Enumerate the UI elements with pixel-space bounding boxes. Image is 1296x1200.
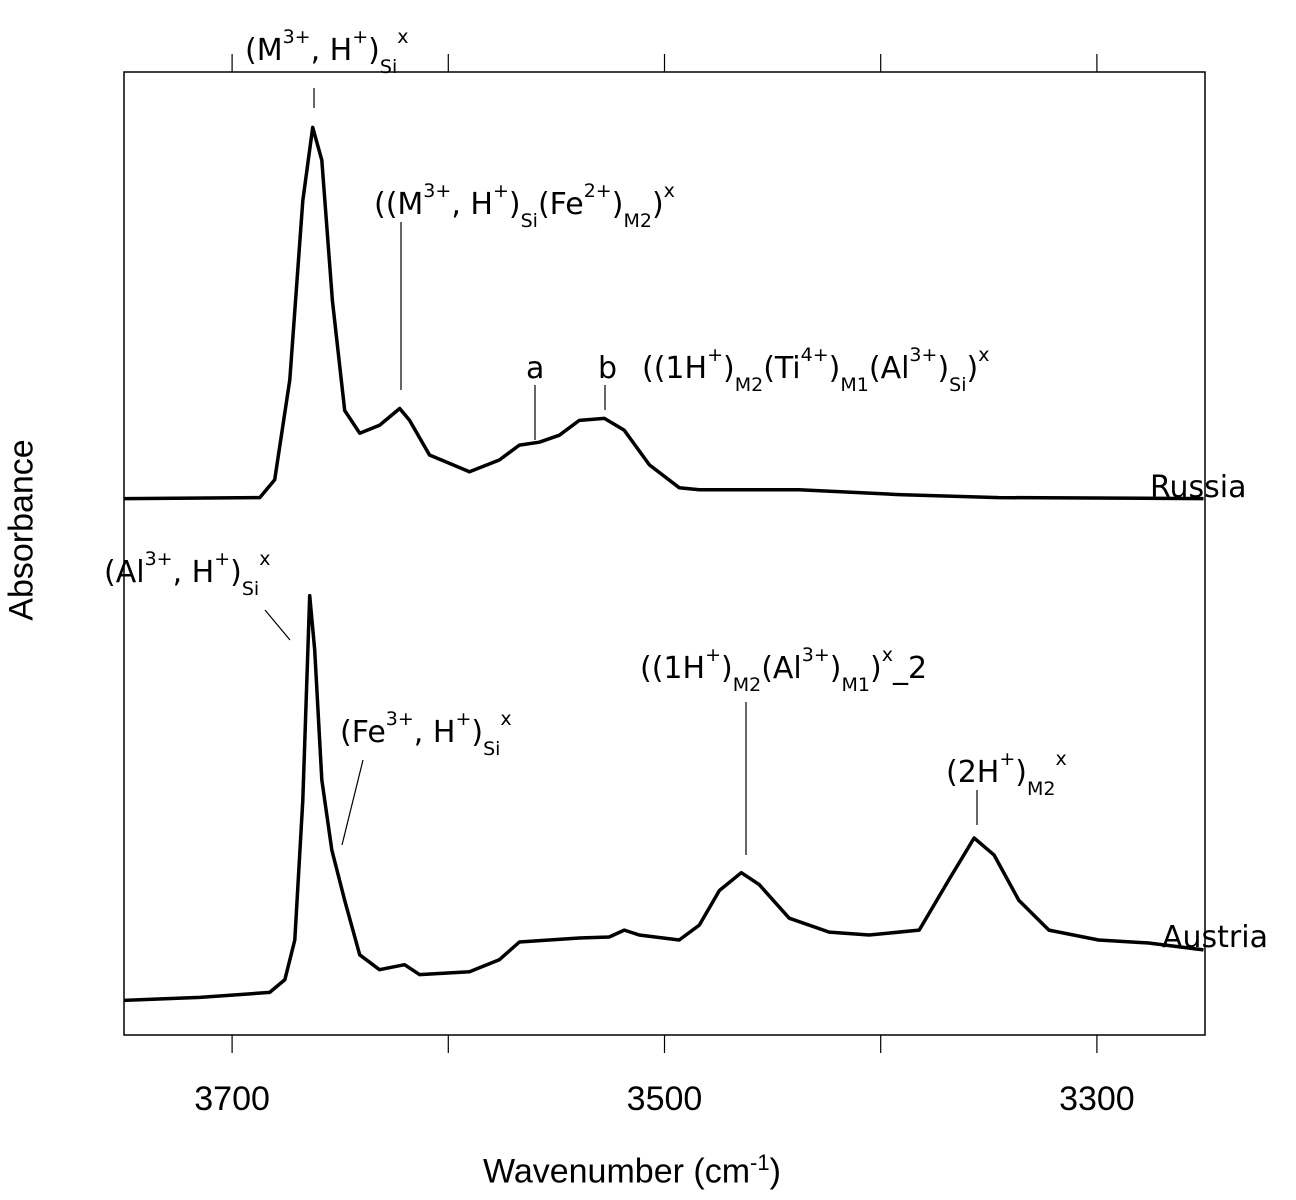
label-segment: + bbox=[707, 344, 723, 366]
label-segment: , H bbox=[413, 715, 456, 750]
label-segment: (Al bbox=[761, 651, 802, 686]
label-segment: 3+ bbox=[423, 180, 452, 202]
label-segment: (Fe bbox=[340, 715, 386, 750]
label-segment: ) bbox=[508, 187, 521, 222]
label-segment: Russia bbox=[1150, 470, 1247, 505]
label-segment: ) bbox=[230, 555, 242, 590]
label-segment: ((1H bbox=[640, 651, 706, 686]
label-segment: ) bbox=[1015, 755, 1027, 790]
label-segment: ) bbox=[829, 651, 842, 686]
peak-label-fe3-h-si: (Fe3+, H+)Si x bbox=[340, 710, 512, 759]
label-segment: b bbox=[598, 351, 618, 386]
annotation-leader-line bbox=[341, 759, 364, 846]
label-segment: 3+ bbox=[801, 644, 830, 666]
label-segment: + bbox=[214, 548, 231, 570]
label-segment: , H bbox=[310, 33, 353, 68]
label-segment: + bbox=[352, 26, 369, 48]
label-segment: M2 bbox=[1027, 778, 1056, 800]
label-segment: ) bbox=[368, 33, 380, 68]
label-segment: Austria bbox=[1162, 920, 1268, 955]
label-segment: M2 bbox=[734, 374, 764, 396]
label-segment: + bbox=[999, 748, 1016, 770]
label-segment: ) bbox=[966, 351, 979, 386]
label-segment: ) bbox=[937, 351, 950, 386]
label-segment: ) bbox=[611, 187, 624, 222]
label-segment: (Fe bbox=[537, 187, 584, 222]
peak-label-al3-h-si: (Al3+, H+)Si x bbox=[104, 550, 270, 599]
series-line-austria bbox=[123, 593, 1204, 1003]
x-axis-title: Wavenumber (cm-1) bbox=[483, 1150, 781, 1191]
series-line-russia bbox=[123, 125, 1204, 501]
label-segment: Si bbox=[483, 738, 501, 760]
peak-label-b: b bbox=[598, 354, 617, 384]
label-segment: (Al bbox=[868, 351, 910, 386]
label-segment: ) bbox=[869, 651, 882, 686]
label-segment: Si bbox=[379, 56, 398, 78]
label-segment: x bbox=[1055, 748, 1067, 770]
label-segment: , H bbox=[172, 555, 215, 590]
label-segment: 3+ bbox=[144, 548, 173, 570]
label-segment: (2H bbox=[946, 755, 1000, 790]
label-segment: Si bbox=[949, 374, 967, 396]
label-segment: Wavenumber (cm bbox=[483, 1152, 751, 1191]
label-segment: , H bbox=[451, 187, 493, 222]
peak-label-m3-h-si-fe2: ((M3+, H+)Si(Fe2+)M2)x bbox=[374, 182, 675, 231]
label-segment: (Al bbox=[104, 555, 145, 590]
label-segment: 3+ bbox=[385, 708, 414, 730]
label-segment: + bbox=[492, 180, 509, 202]
label-segment: ((M bbox=[374, 187, 424, 222]
label-segment: 3+ bbox=[909, 344, 938, 366]
x-tick-label: 3300 bbox=[1059, 1080, 1135, 1118]
label-segment: 2+ bbox=[583, 180, 612, 202]
x-tick-label: 3500 bbox=[626, 1080, 703, 1118]
peak-label-2h-m2: (2H+)M2 x bbox=[946, 750, 1067, 799]
label-segment: ) bbox=[651, 187, 664, 222]
peak-label-1h-ti-al: ((1H+)M2(Ti4+)M1(Al3+)Si)x bbox=[642, 346, 989, 395]
label-segment: Si bbox=[241, 578, 260, 600]
peak-label-m3-h-si: (M3+, H+)Si x bbox=[245, 28, 408, 77]
label-segment: x bbox=[397, 26, 409, 48]
label-segment: (Ti bbox=[763, 351, 801, 386]
label-segment: 4+ bbox=[800, 344, 829, 366]
label-segment: x bbox=[259, 548, 271, 570]
label-segment: M2 bbox=[623, 210, 652, 232]
label-segment: x bbox=[500, 708, 512, 730]
label-segment: M1 bbox=[841, 674, 870, 696]
label-segment: ((1H bbox=[642, 351, 708, 386]
peak-label-1h-al-m1: ((1H+)M2(Al3+)M1)x_2 bbox=[640, 646, 928, 695]
label-segment: + bbox=[455, 708, 472, 730]
series-label-russia: Russia bbox=[1150, 473, 1247, 503]
label-segment: _2 bbox=[892, 651, 928, 686]
label-segment: x bbox=[663, 180, 675, 202]
label-segment: -1 bbox=[750, 1150, 770, 1175]
label-segment: (M bbox=[245, 33, 283, 68]
y-axis-title: Absorbance bbox=[2, 439, 41, 621]
label-segment: Si bbox=[520, 210, 538, 232]
x-tick-label: 3700 bbox=[194, 1080, 270, 1118]
label-segment: 3+ bbox=[282, 26, 311, 48]
label-segment: + bbox=[705, 644, 721, 666]
series-label-austria: Austria bbox=[1162, 923, 1268, 953]
label-segment: ) bbox=[722, 351, 735, 386]
label-segment: a bbox=[526, 351, 545, 386]
label-segment: M2 bbox=[732, 674, 762, 696]
label-segment: ) bbox=[720, 651, 733, 686]
label-segment: ) bbox=[769, 1152, 781, 1191]
annotation-leader-line bbox=[264, 609, 291, 641]
label-segment: M1 bbox=[840, 374, 869, 396]
label-segment: ) bbox=[828, 351, 841, 386]
label-segment: x bbox=[978, 344, 990, 366]
label-segment: x bbox=[881, 644, 893, 666]
peak-label-a: a bbox=[526, 354, 544, 384]
label-segment: ) bbox=[471, 715, 484, 750]
